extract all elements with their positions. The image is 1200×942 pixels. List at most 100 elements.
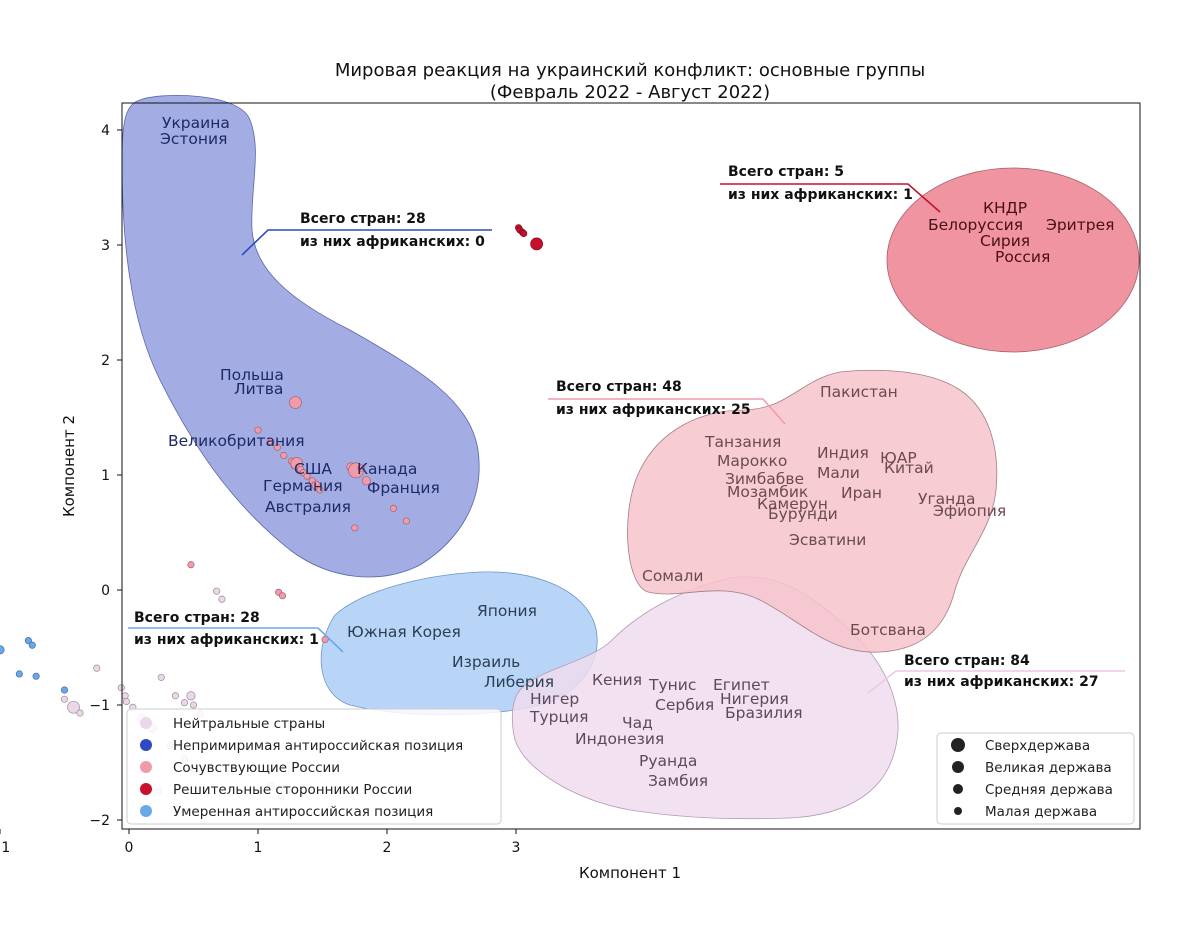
point-нигер bbox=[60, 695, 69, 703]
size-legend-label: Малая держава bbox=[985, 804, 1097, 820]
x-tick-label: 3 bbox=[512, 840, 521, 856]
label-зимбабве: Зимбабве bbox=[725, 470, 804, 488]
point-россия bbox=[530, 237, 543, 251]
chart-subtitle: (Февраль 2022 - Август 2022) bbox=[490, 82, 770, 103]
label-южная-корея: Южная Корея bbox=[347, 623, 461, 641]
annotation-african-moderate: из них африканских: 1 bbox=[134, 632, 319, 648]
legend-marker-pro bbox=[140, 783, 152, 795]
legend-marker-moderate bbox=[140, 805, 152, 817]
x-tick-label: 1 bbox=[254, 840, 263, 856]
point-уганда bbox=[389, 504, 398, 512]
point-эсватини bbox=[351, 524, 359, 532]
cluster-annotations: Всего стран: 28 из них африканских: 0 Всег… bbox=[128, 164, 1125, 694]
legend-marker-neutral bbox=[140, 717, 152, 729]
y-tick-label: 2 bbox=[101, 353, 110, 369]
point-тунис bbox=[157, 673, 165, 681]
annotation-leader-moderate bbox=[128, 627, 344, 653]
size-legend-marker bbox=[953, 784, 963, 794]
region-pro bbox=[886, 167, 1140, 353]
legend-label-sympathetic: Сочувствующие России bbox=[173, 760, 340, 776]
region-neutral bbox=[511, 576, 899, 820]
legend-marker-sympathetic bbox=[140, 761, 152, 773]
legend-label-pro: Решительные сторонники России bbox=[173, 782, 412, 798]
label-пакистан: Пакистан bbox=[820, 383, 898, 401]
label-бурунди: Бурунди bbox=[768, 505, 838, 523]
label-иран: Иран bbox=[841, 484, 882, 502]
x-tick-label: 2 bbox=[383, 840, 392, 856]
x-axis-label: Компонент 1 bbox=[579, 864, 681, 882]
point-сирия bbox=[520, 229, 528, 238]
y-tick-label: 1 bbox=[101, 468, 110, 484]
annotation-leader-pro bbox=[720, 183, 941, 213]
label-китай: Китай bbox=[884, 459, 934, 477]
point-unlabeled-73 bbox=[180, 699, 189, 707]
label-индонезия: Индонезия bbox=[575, 730, 664, 748]
label-япония: Япония bbox=[477, 602, 537, 620]
label-эсватини: Эсватини bbox=[789, 531, 866, 549]
label-эритрея: Эритрея bbox=[1046, 216, 1114, 234]
annotation-total-sympathetic: Всего стран: 48 bbox=[556, 379, 682, 395]
region-anti bbox=[121, 95, 480, 578]
annotation-african-anti: из них африканских: 0 bbox=[300, 234, 485, 250]
label-россия: Россия bbox=[995, 248, 1050, 266]
annotation-african-neutral: из них африканских: 27 bbox=[904, 674, 1099, 690]
point-unlabeled-57 bbox=[28, 641, 36, 649]
label-эстония: Эстония bbox=[160, 130, 227, 148]
label-ботсвана: Ботсвана bbox=[850, 621, 926, 639]
label-эфиопия: Эфиопия bbox=[933, 502, 1006, 520]
point-unlabeled-66 bbox=[121, 692, 129, 700]
point-израиль bbox=[0, 645, 5, 655]
label-канада: Канада bbox=[357, 460, 417, 478]
legend-label-neutral: Нейтральные страны bbox=[173, 716, 325, 732]
plot-frame bbox=[121, 102, 1141, 830]
label-бразилия: Бразилия bbox=[725, 704, 803, 722]
point-нигерия bbox=[189, 701, 198, 709]
label-уганда: Уганда bbox=[918, 490, 975, 508]
label-тунис: Тунис bbox=[648, 676, 696, 694]
point-египет bbox=[186, 691, 196, 701]
point-unlabeled-78 bbox=[218, 595, 226, 603]
annotation-total-anti: Всего стран: 28 bbox=[300, 211, 426, 227]
label-франция: Франция bbox=[367, 479, 440, 497]
label-белоруссия: Белоруссия bbox=[928, 216, 1023, 234]
label-либерия: Либерия bbox=[484, 673, 554, 691]
point-сомали bbox=[187, 561, 195, 569]
y-tick-label: 3 bbox=[101, 238, 110, 254]
y-tick-label: 0 bbox=[101, 583, 110, 599]
size-legend: Сверхдержава Великая держава Средняя держа… bbox=[936, 732, 1135, 825]
label-замбия: Замбия bbox=[648, 772, 708, 790]
label-польша: Польша bbox=[220, 366, 284, 384]
y-tick-label: −2 bbox=[89, 813, 110, 829]
x-tick-label: −1 bbox=[0, 840, 10, 856]
legend-marker-anti bbox=[140, 739, 152, 751]
point-unlabeled-60 bbox=[60, 686, 69, 694]
point-unlabeled-65 bbox=[117, 684, 125, 692]
label-чад: Чад bbox=[622, 714, 653, 732]
point-кения bbox=[93, 664, 101, 672]
label-австралия: Австралия bbox=[265, 498, 351, 516]
point-ботсвана bbox=[321, 635, 329, 644]
label-сша: США bbox=[294, 460, 332, 478]
size-legend-marker bbox=[954, 807, 962, 815]
label-мали: Мали bbox=[817, 464, 860, 482]
size-legend-marker bbox=[952, 761, 964, 773]
point-unlabeled-27 bbox=[267, 438, 275, 446]
point-турция bbox=[67, 700, 80, 714]
point-unlabeled-56 bbox=[24, 637, 32, 645]
annotation-total-neutral: Всего стран: 84 bbox=[904, 653, 1030, 669]
label-литва: Литва bbox=[234, 380, 283, 398]
point-танзания bbox=[254, 426, 262, 434]
label-сомали: Сомали bbox=[642, 567, 703, 585]
label-германия: Германия bbox=[263, 477, 343, 495]
size-legend-label: Великая держава bbox=[985, 760, 1112, 776]
group-legend: Нейтральные страны Непримиримая антиросси… bbox=[126, 708, 502, 825]
label-танзания: Танзания bbox=[704, 433, 781, 451]
label-сирия: Сирия bbox=[980, 232, 1030, 250]
x-tick-label: 0 bbox=[125, 840, 134, 856]
label-индия: Индия bbox=[817, 444, 869, 462]
size-legend-box bbox=[936, 732, 1135, 825]
point-бурунди bbox=[316, 486, 324, 494]
point-unlabeled-42 bbox=[361, 476, 371, 486]
label-кения: Кения bbox=[592, 671, 642, 689]
